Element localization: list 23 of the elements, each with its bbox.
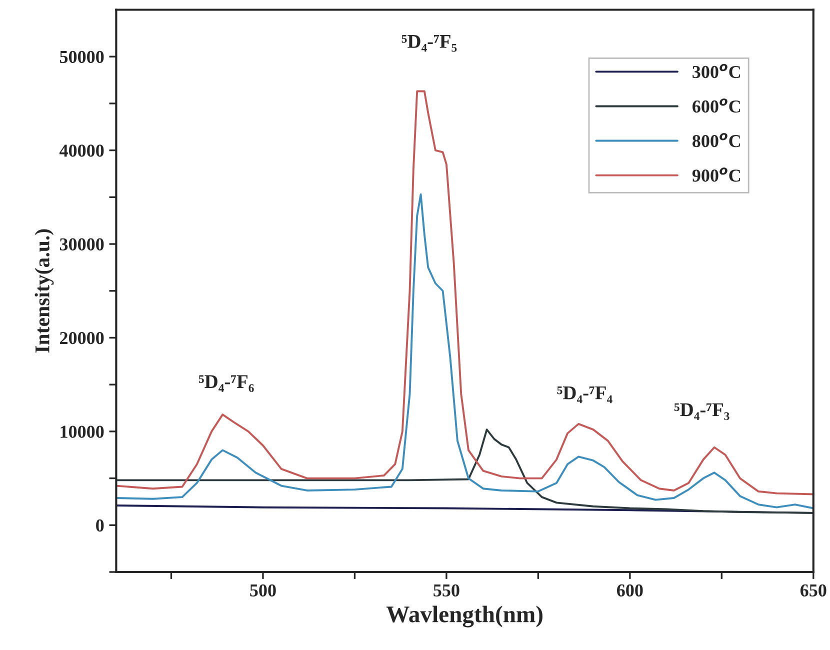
y-tick-label: 30000 <box>60 238 104 250</box>
annotation: ⁵D₄-⁷F₄ <box>557 386 612 404</box>
y-axis-title: Intensity(a.u.) <box>34 229 54 353</box>
y-tick-label: 40000 <box>60 144 104 157</box>
x-tick-label: 650 <box>800 584 826 597</box>
legend-label: 300$^{o}$C <box>692 64 740 78</box>
y-tick-label: 50000 <box>60 50 104 64</box>
legend-label: 600$^{o}$C <box>692 98 740 113</box>
x-tick-label: 550 <box>434 584 460 597</box>
annotation: ⁵D₄-⁷F₃ <box>674 403 730 420</box>
annotation: ⁵D₄-⁷F₆ <box>198 375 254 392</box>
y-tick-label: 0 <box>96 519 104 532</box>
legend-label: 900$^{o}$C <box>692 168 740 182</box>
y-tick-label: 20000 <box>60 332 104 344</box>
y-tick-label: 10000 <box>60 426 104 438</box>
x-axis-title: Wavlength(nm) <box>386 606 542 628</box>
x-tick-label: 500 <box>250 584 276 597</box>
x-tick-label: 600 <box>617 584 643 597</box>
line-series <box>116 428 814 514</box>
legend-label: 800$^{o}$C <box>692 132 740 148</box>
annotation: ⁵D₄-⁷F₅ <box>402 35 457 52</box>
line-series <box>116 193 814 510</box>
line-series <box>116 90 814 496</box>
